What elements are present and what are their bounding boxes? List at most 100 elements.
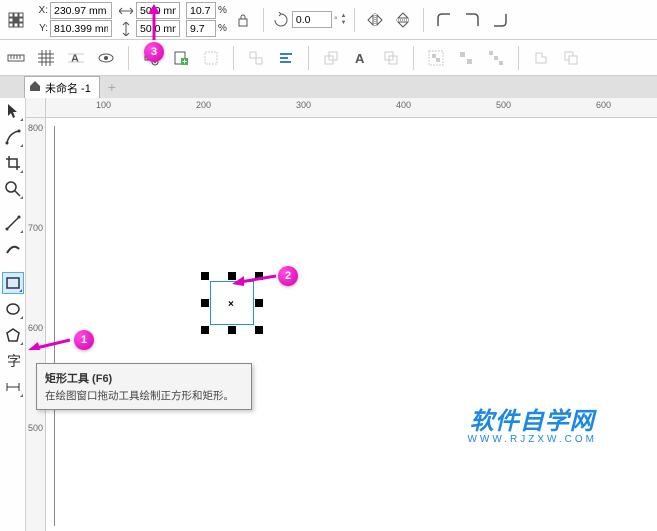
handle-mid-right[interactable] [255, 299, 263, 307]
annotation-arrow-3 [144, 4, 164, 44]
crop-tool[interactable] [2, 152, 24, 174]
center-marker: × [228, 299, 234, 310]
lock-ratio-button[interactable] [231, 8, 255, 32]
document-tab-bar: 未命名 -1 + [0, 76, 657, 98]
artistic-media-tool[interactable] [2, 238, 24, 260]
annotation-arrow-2 [232, 268, 282, 288]
ruler-tick: 500 [28, 423, 43, 433]
object-properties-icon [244, 46, 268, 70]
annotation-arrow-1 [28, 330, 76, 350]
ungroup-all-icon [484, 46, 508, 70]
pct-label-2: % [218, 23, 227, 34]
trim-icon [559, 46, 583, 70]
scale-group: % % [186, 2, 227, 37]
watermark-sub: WWW.RJZXW.COM [467, 434, 597, 445]
group-icon [424, 46, 448, 70]
divider [263, 8, 264, 32]
ruler-tick: 800 [28, 123, 43, 133]
workspace: 字 100 200 300 400 500 600 800 700 600 50… [0, 98, 657, 531]
scale-x-input[interactable] [186, 2, 216, 19]
text-tool[interactable]: 字 [2, 350, 24, 372]
ruler-tick: 400 [396, 100, 411, 110]
grid-button[interactable] [34, 46, 58, 70]
rotation-icon [272, 8, 290, 32]
page-area[interactable]: × 软件自学网 WWW.RJZXW.COM [46, 118, 657, 531]
annotation-circle-3: 3 [144, 42, 164, 62]
text-grid-button[interactable]: A [64, 46, 88, 70]
handle-top-left[interactable] [201, 272, 209, 280]
annotation-circle-1: 1 [74, 330, 94, 350]
corner-tr-button[interactable] [460, 8, 484, 32]
handle-bot-left[interactable] [201, 326, 209, 334]
mirror-vertical-button[interactable] [391, 8, 415, 32]
home-icon [29, 80, 41, 95]
svg-text:A: A [355, 51, 365, 66]
x-label: X: [34, 5, 48, 16]
y-position-input[interactable] [50, 20, 112, 37]
divider [413, 46, 414, 70]
height-icon [118, 21, 134, 37]
page-edge [54, 126, 624, 526]
object-origin-button[interactable] [4, 8, 28, 32]
ruler-corner[interactable] [26, 98, 46, 118]
watermark-main: 软件自学网 [467, 401, 597, 436]
shape-tool[interactable] [2, 126, 24, 148]
dimension-tool[interactable] [2, 376, 24, 398]
spin-down[interactable]: ▼ [341, 20, 347, 27]
spin-up[interactable]: ▲ [341, 13, 347, 20]
corner-tl-button[interactable] [432, 8, 456, 32]
add-page-button[interactable] [169, 46, 193, 70]
svg-text:A: A [71, 53, 79, 65]
rectangle-tool[interactable] [2, 272, 24, 294]
weld-icon [529, 46, 553, 70]
ruler-horizontal[interactable]: 100 200 300 400 500 600 [46, 98, 657, 118]
tab-add-button[interactable]: + [102, 77, 122, 97]
rotation-input[interactable] [292, 11, 332, 28]
divider [518, 46, 519, 70]
ellipse-tool[interactable] [2, 298, 24, 320]
text-format-button[interactable]: A [349, 46, 373, 70]
property-bar-row-1: X: Y: % % ° ▲ [0, 0, 657, 40]
align-left-button[interactable] [274, 46, 298, 70]
document-tab[interactable]: 未命名 -1 [24, 76, 100, 98]
tooltip: 矩形工具 (F6) 在绘图窗口拖动工具绘制正方形和矩形。 [36, 363, 252, 410]
divider [233, 46, 234, 70]
ruler-settings-button[interactable] [4, 46, 28, 70]
tooltip-title: 矩形工具 (F6) [45, 370, 243, 386]
polygon-tool[interactable] [2, 324, 24, 346]
scale-y-input[interactable] [186, 20, 216, 37]
zoom-tool[interactable] [2, 178, 24, 200]
y-label: Y: [34, 23, 48, 34]
watermark: 软件自学网 WWW.RJZXW.COM [467, 401, 597, 445]
rotation-group: ° ▲ ▼ [272, 8, 347, 32]
canvas-area: 100 200 300 400 500 600 800 700 600 500 [26, 98, 657, 531]
ungroup-icon [454, 46, 478, 70]
toolbox: 字 [0, 98, 26, 531]
tab-title: 未命名 -1 [45, 80, 91, 96]
ruler-tick: 300 [296, 100, 311, 110]
divider [128, 46, 129, 70]
pct-label: % [218, 5, 227, 16]
ruler-tick: 700 [28, 223, 43, 233]
svg-text:字: 字 [7, 353, 21, 369]
ruler-tick: 200 [196, 100, 211, 110]
handle-mid-left[interactable] [201, 299, 209, 307]
dashed-box-icon [199, 46, 223, 70]
rotation-unit: ° [334, 15, 338, 25]
divider [354, 8, 355, 32]
ruler-tick: 600 [596, 100, 611, 110]
mirror-horizontal-button[interactable] [363, 8, 387, 32]
corner-br-button[interactable] [488, 8, 512, 32]
view-settings-button[interactable] [94, 46, 118, 70]
freehand-tool[interactable] [2, 212, 24, 234]
handle-bot-mid[interactable] [228, 326, 236, 334]
handle-bot-right[interactable] [255, 326, 263, 334]
pick-tool[interactable] [2, 100, 24, 122]
width-icon [118, 3, 134, 19]
order-icon [319, 46, 343, 70]
tooltip-body: 在绘图窗口拖动工具绘制正方形和矩形。 [45, 388, 243, 403]
ruler-tick: 500 [496, 100, 511, 110]
position-group: X: Y: [34, 2, 112, 37]
ruler-vertical[interactable]: 800 700 600 500 [26, 118, 46, 531]
x-position-input[interactable] [50, 2, 112, 19]
